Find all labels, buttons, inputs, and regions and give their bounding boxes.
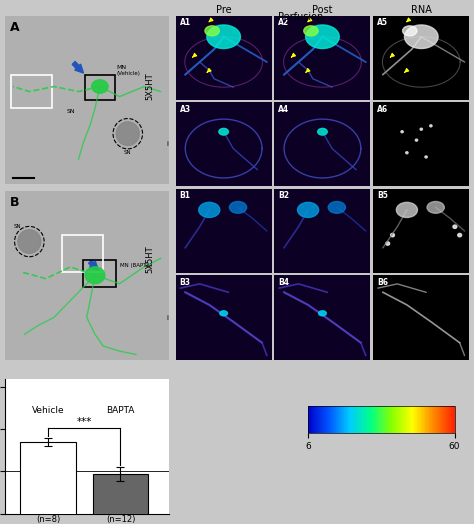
Text: (Vehicle): (Vehicle) (116, 71, 140, 77)
Circle shape (406, 152, 408, 154)
FancyArrow shape (72, 61, 83, 73)
Ellipse shape (427, 202, 444, 213)
Text: B6: B6 (377, 278, 388, 287)
Ellipse shape (220, 311, 228, 316)
Text: MN (BAPTA): MN (BAPTA) (119, 263, 152, 268)
Text: SN: SN (124, 150, 132, 155)
Ellipse shape (298, 202, 319, 217)
Circle shape (391, 234, 394, 237)
Text: Perfusion: Perfusion (278, 12, 324, 21)
Ellipse shape (85, 267, 105, 283)
Text: ***: *** (76, 417, 92, 427)
Bar (20, 442, 75, 524)
Circle shape (116, 122, 139, 146)
Ellipse shape (91, 80, 108, 93)
Text: i: i (166, 314, 168, 321)
Bar (83, 260, 116, 287)
Text: A6: A6 (377, 105, 388, 114)
Ellipse shape (199, 202, 220, 217)
Circle shape (401, 130, 403, 133)
Circle shape (430, 125, 432, 127)
Text: B1: B1 (180, 191, 191, 200)
Ellipse shape (328, 202, 346, 213)
Text: 5X5HT: 5X5HT (146, 72, 155, 100)
Text: A1: A1 (180, 18, 191, 27)
Text: SN: SN (67, 110, 76, 114)
Circle shape (458, 234, 462, 237)
Text: B5: B5 (377, 191, 388, 200)
Circle shape (453, 225, 457, 228)
Ellipse shape (318, 128, 327, 135)
Title: Post: Post (312, 5, 333, 15)
Circle shape (386, 242, 390, 245)
Circle shape (420, 128, 422, 130)
Ellipse shape (304, 26, 318, 36)
Bar (85, 75, 115, 100)
Title: Pre: Pre (216, 5, 231, 15)
Text: B2: B2 (278, 191, 289, 200)
Text: (n=12): (n=12) (106, 515, 135, 524)
Text: Vehicle: Vehicle (32, 406, 64, 416)
Text: i: i (166, 141, 168, 147)
Ellipse shape (402, 26, 417, 36)
Circle shape (415, 139, 418, 141)
Ellipse shape (306, 25, 339, 49)
Text: A4: A4 (278, 105, 290, 114)
Ellipse shape (205, 26, 219, 36)
Text: 5X5HT: 5X5HT (146, 245, 155, 273)
Text: A5: A5 (377, 18, 388, 27)
Bar (93, 474, 148, 524)
Text: A: A (9, 21, 19, 34)
Title: RNA: RNA (411, 5, 432, 15)
Ellipse shape (207, 25, 240, 49)
Ellipse shape (229, 202, 246, 213)
Text: MN: MN (116, 64, 127, 70)
Bar (11, 75, 52, 108)
FancyArrow shape (89, 260, 98, 270)
Text: BAPTA: BAPTA (106, 406, 135, 416)
Text: A3: A3 (180, 105, 191, 114)
Text: B: B (9, 196, 19, 209)
Ellipse shape (404, 25, 438, 49)
Circle shape (425, 156, 427, 158)
Circle shape (18, 230, 41, 254)
Ellipse shape (396, 202, 418, 217)
Text: B4: B4 (278, 278, 289, 287)
Text: B3: B3 (180, 278, 191, 287)
Text: A2: A2 (278, 18, 290, 27)
Text: SN: SN (14, 224, 22, 229)
Ellipse shape (219, 128, 228, 135)
Text: (n=8): (n=8) (36, 515, 60, 524)
Bar (62, 235, 103, 272)
Ellipse shape (319, 311, 326, 316)
